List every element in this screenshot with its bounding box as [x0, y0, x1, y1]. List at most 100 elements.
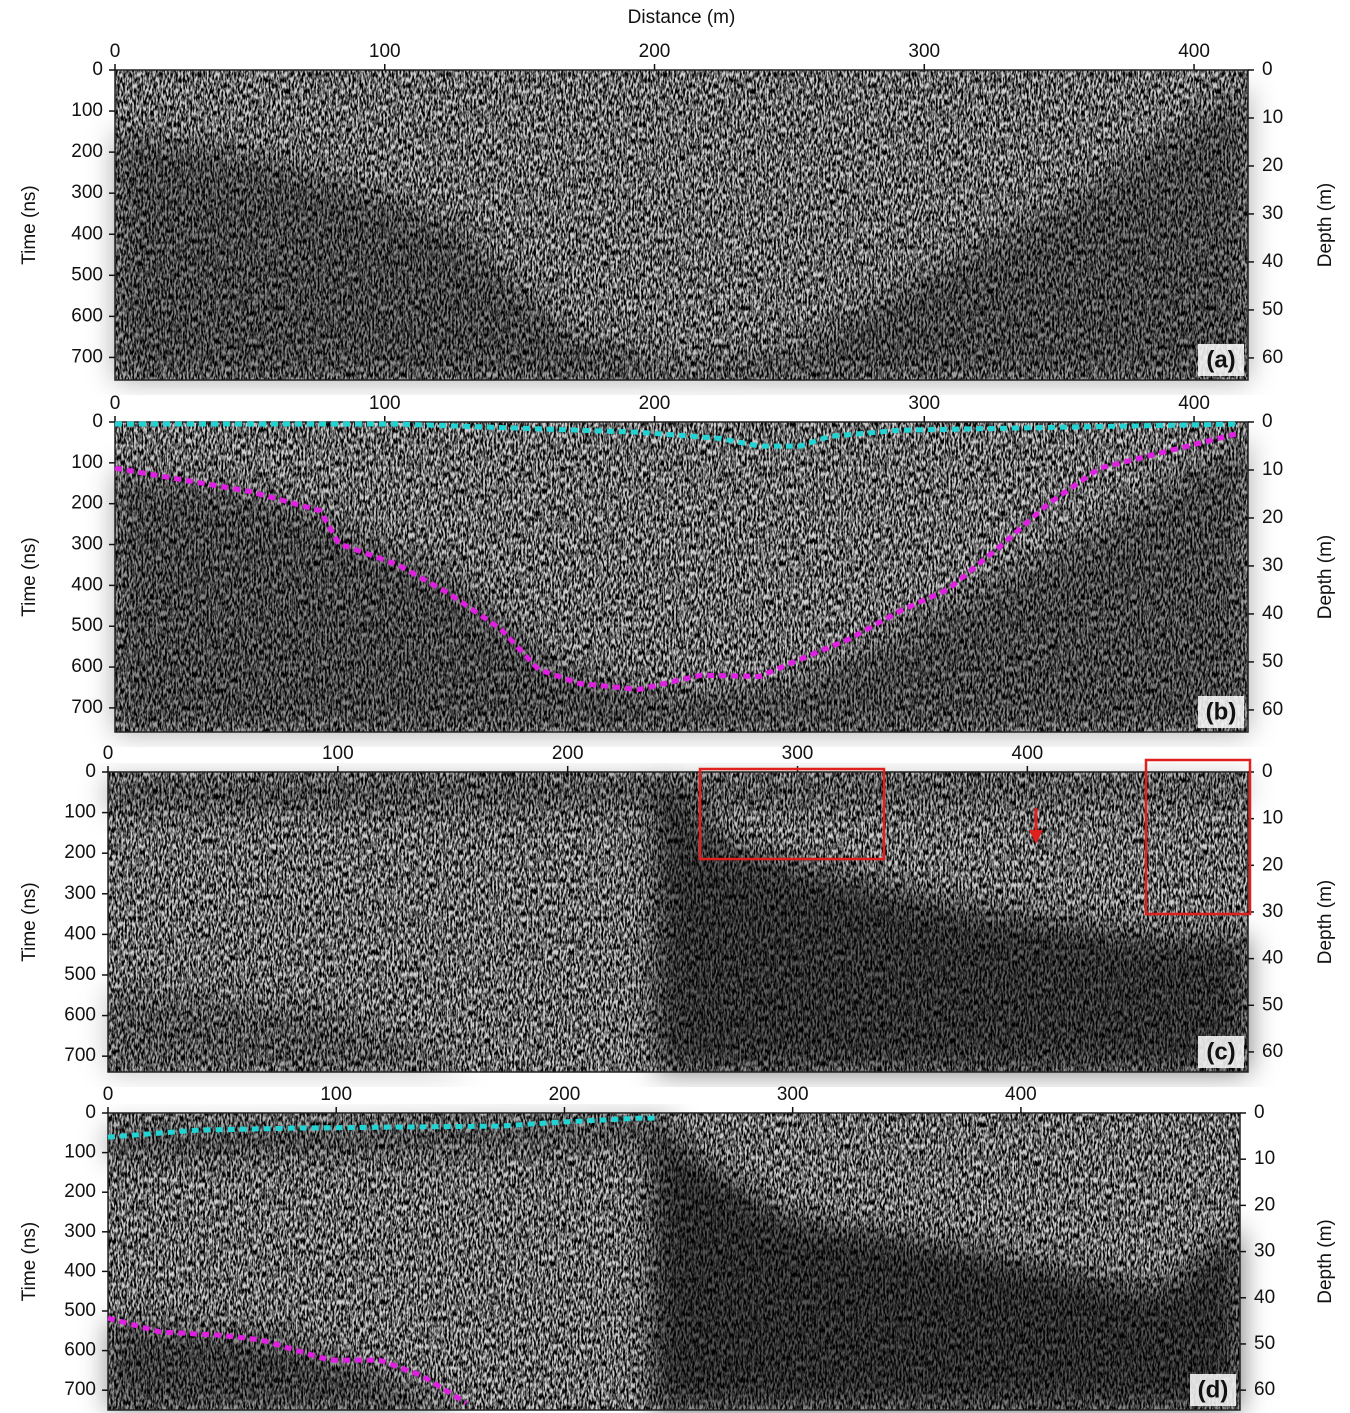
y-axis-label: Time (ns)	[19, 185, 40, 265]
y2-tick-label: 10	[1262, 107, 1283, 128]
frame	[114, 69, 1249, 381]
y-tick-label: 700	[71, 697, 103, 718]
y2-tick-label: 0	[1262, 411, 1273, 432]
y-tick-label: 200	[71, 493, 103, 514]
y2-tick-label: 50	[1254, 1333, 1275, 1354]
y2-tick-label: 60	[1262, 1041, 1283, 1062]
x-tick-label: 300	[777, 1084, 809, 1105]
y-axis-label: Time (ns)	[19, 1222, 40, 1302]
arrow-head	[1029, 830, 1043, 844]
y2-tick-label: 50	[1262, 994, 1283, 1015]
horizon-line	[115, 421, 1240, 449]
panel-label: (b)	[1206, 698, 1237, 725]
x-tick-label: 400	[1178, 393, 1210, 414]
y2-tick-label: 10	[1254, 1148, 1275, 1169]
y-axis-label: Time (ns)	[19, 537, 40, 617]
x-tick-label: 100	[369, 393, 401, 414]
y-tick-label: 100	[64, 1142, 96, 1163]
y2-tick-label: 30	[1254, 1241, 1275, 1262]
x-tick-label: 100	[320, 1084, 352, 1105]
x-tick-label: 300	[782, 743, 814, 764]
y-tick-label: 400	[64, 1260, 96, 1281]
y-tick-label: 0	[85, 761, 96, 782]
y2-tick-label: 20	[1262, 507, 1283, 528]
y-tick-label: 600	[71, 305, 103, 326]
y2-axis-label: Depth (m)	[1315, 535, 1336, 619]
y2-tick-label: 40	[1262, 603, 1283, 624]
y2-tick-label: 30	[1262, 555, 1283, 576]
x-tick-label: 200	[639, 41, 671, 62]
y-tick-label: 600	[71, 656, 103, 677]
y2-tick-label: 20	[1262, 155, 1283, 176]
panel-label-bg	[1190, 1374, 1236, 1406]
y2-tick-label: 60	[1262, 347, 1283, 368]
horizon-line	[107, 1115, 656, 1140]
frame	[114, 421, 1249, 733]
y-tick-label: 400	[64, 923, 96, 944]
y-axis-label: Time (ns)	[19, 882, 40, 962]
x-tick-label: 200	[549, 1084, 581, 1105]
x-tick-label: 100	[369, 41, 401, 62]
y-tick-label: 500	[64, 964, 96, 985]
y2-tick-label: 50	[1262, 651, 1283, 672]
y-tick-label: 100	[71, 452, 103, 473]
y-tick-label: 300	[71, 182, 103, 203]
y-tick-label: 700	[71, 346, 103, 367]
radargram-panel	[107, 1112, 1241, 1411]
y2-tick-label: 10	[1262, 459, 1283, 480]
y2-tick-label: 10	[1262, 808, 1283, 829]
radargram-panel	[114, 421, 1249, 733]
y2-tick-label: 60	[1262, 699, 1283, 720]
y-tick-label: 200	[71, 141, 103, 162]
y-tick-label: 300	[64, 883, 96, 904]
highlight-box	[698, 767, 886, 861]
horizon-line	[114, 430, 1241, 693]
panel-label: (c)	[1206, 1038, 1235, 1065]
y-tick-label: 200	[64, 1181, 96, 1202]
y-tick-label: 500	[71, 264, 103, 285]
horizon-line	[107, 1315, 468, 1406]
x-tick-label: 300	[908, 393, 940, 414]
x-tick-label: 400	[1005, 1084, 1037, 1105]
y2-tick-label: 50	[1262, 299, 1283, 320]
radargram-panel	[107, 771, 1249, 1073]
y-tick-label: 300	[71, 534, 103, 555]
radargram-panel	[114, 69, 1249, 381]
y2-axis-label: Depth (m)	[1315, 1219, 1336, 1303]
y2-tick-label: 0	[1262, 761, 1273, 782]
x-tick-label: 0	[110, 41, 121, 62]
x-tick-label: 300	[908, 41, 940, 62]
y-tick-label: 500	[71, 615, 103, 636]
y2-tick-label: 40	[1262, 948, 1283, 969]
x-tick-label: 400	[1178, 41, 1210, 62]
y-tick-label: 100	[64, 802, 96, 823]
y-tick-label: 700	[64, 1045, 96, 1066]
panel-label: (a)	[1206, 346, 1235, 373]
x-tick-label: 400	[1012, 743, 1044, 764]
y2-axis-label: Depth (m)	[1315, 183, 1336, 267]
highlight-box	[1144, 758, 1252, 916]
y-tick-label: 600	[64, 1340, 96, 1361]
frame	[107, 771, 1249, 1073]
x-axis-label: Distance (m)	[628, 7, 736, 28]
radargram-noise	[115, 70, 1248, 380]
y-tick-label: 0	[92, 411, 103, 432]
y2-tick-label: 0	[1254, 1102, 1265, 1123]
y-tick-label: 0	[92, 59, 103, 80]
y2-tick-label: 60	[1254, 1379, 1275, 1400]
x-tick-label: 0	[103, 743, 114, 764]
frame	[107, 1112, 1241, 1411]
panel-label-bg	[1198, 1036, 1244, 1068]
y2-tick-label: 20	[1262, 854, 1283, 875]
y2-axis-label: Depth (m)	[1315, 880, 1336, 964]
y-tick-label: 100	[71, 100, 103, 121]
panel-label-bg	[1198, 344, 1244, 376]
panel-label: (d)	[1198, 1376, 1229, 1403]
y2-tick-label: 40	[1262, 251, 1283, 272]
panel-label-bg	[1198, 696, 1244, 728]
y2-tick-label: 20	[1254, 1194, 1275, 1215]
annotations	[698, 758, 1252, 916]
radargram-noise	[108, 772, 1248, 1072]
y-tick-label: 400	[71, 574, 103, 595]
